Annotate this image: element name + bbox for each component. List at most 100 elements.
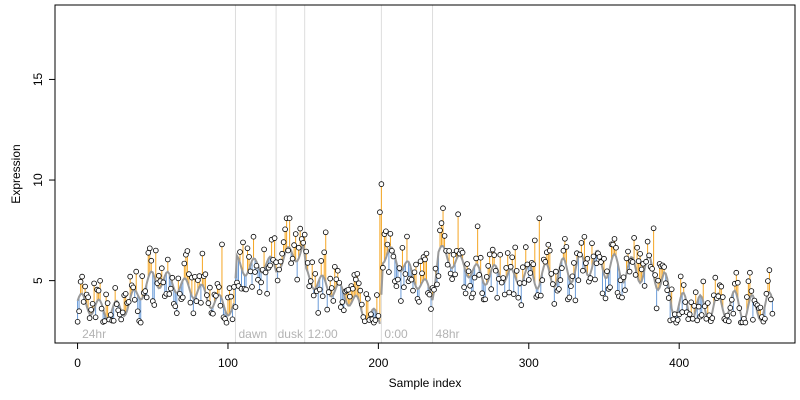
data-point bbox=[551, 301, 558, 307]
data-point bbox=[644, 238, 651, 245]
data-point bbox=[494, 294, 501, 301]
data-point bbox=[330, 298, 337, 304]
data-point bbox=[402, 271, 409, 277]
data-point bbox=[763, 290, 770, 297]
data-point bbox=[97, 277, 103, 284]
data-point bbox=[310, 292, 317, 299]
data-point bbox=[435, 273, 442, 279]
data-point bbox=[322, 229, 329, 236]
data-point bbox=[632, 272, 639, 278]
data-point bbox=[501, 291, 508, 298]
data-point bbox=[434, 281, 440, 288]
data-point bbox=[725, 318, 732, 325]
data-point bbox=[730, 310, 737, 317]
data-point bbox=[578, 240, 585, 246]
data-point bbox=[280, 239, 287, 245]
data-point bbox=[590, 253, 597, 260]
data-point bbox=[398, 298, 404, 304]
data-point bbox=[250, 233, 257, 240]
data-point bbox=[744, 294, 750, 300]
data-point bbox=[98, 305, 105, 312]
x-axis-title: Sample index bbox=[389, 376, 462, 390]
data-point bbox=[346, 293, 353, 300]
data-point bbox=[748, 288, 755, 294]
data-point bbox=[307, 278, 314, 284]
data-point bbox=[677, 273, 684, 280]
data-point bbox=[416, 298, 422, 305]
data-point bbox=[273, 259, 279, 266]
data-point bbox=[483, 274, 490, 280]
phase-annotation: 0:00 bbox=[384, 327, 408, 341]
data-point bbox=[695, 303, 702, 310]
data-point bbox=[288, 260, 294, 267]
fitted-curve-segment bbox=[234, 243, 381, 325]
data-point bbox=[694, 317, 700, 324]
data-point bbox=[500, 275, 507, 281]
data-point bbox=[428, 306, 434, 312]
data-point bbox=[718, 283, 725, 290]
data-point bbox=[358, 301, 365, 308]
data-point bbox=[413, 261, 419, 268]
data-point bbox=[199, 250, 206, 257]
data-point bbox=[395, 276, 401, 283]
data-point bbox=[437, 227, 443, 234]
data-point bbox=[674, 317, 681, 323]
data-point bbox=[340, 307, 347, 314]
data-point bbox=[671, 311, 678, 318]
data-point bbox=[461, 284, 467, 291]
data-point bbox=[118, 316, 124, 323]
data-point bbox=[473, 255, 479, 262]
data-point bbox=[101, 318, 108, 324]
data-point bbox=[229, 316, 236, 323]
phase-annotation: dawn bbox=[238, 327, 267, 341]
data-point bbox=[692, 289, 699, 296]
data-point bbox=[383, 228, 389, 235]
data-point bbox=[522, 244, 529, 250]
data-point bbox=[390, 253, 397, 260]
data-point bbox=[361, 318, 368, 325]
data-point bbox=[327, 275, 334, 282]
data-point bbox=[518, 302, 525, 308]
data-point bbox=[423, 250, 430, 257]
data-point bbox=[408, 276, 415, 283]
data-point bbox=[375, 313, 382, 319]
data-point bbox=[444, 261, 451, 268]
data-point bbox=[380, 264, 386, 271]
data-point bbox=[321, 249, 328, 256]
data-point bbox=[95, 287, 102, 294]
data-point bbox=[295, 244, 302, 251]
data-point bbox=[620, 274, 627, 281]
data-point bbox=[571, 260, 577, 266]
data-point bbox=[503, 265, 510, 271]
data-point bbox=[507, 263, 514, 270]
data-point bbox=[747, 269, 753, 276]
data-point bbox=[315, 310, 322, 316]
data-point bbox=[431, 286, 437, 293]
data-point bbox=[769, 310, 776, 317]
data-point bbox=[282, 226, 288, 233]
data-point bbox=[277, 258, 284, 265]
data-point bbox=[252, 269, 258, 275]
data-point bbox=[625, 248, 631, 255]
data-point bbox=[623, 255, 630, 262]
data-point bbox=[377, 209, 383, 216]
data-point bbox=[204, 292, 210, 298]
data-point bbox=[175, 275, 182, 282]
data-point bbox=[184, 248, 191, 254]
data-point bbox=[363, 291, 370, 297]
data-point bbox=[527, 270, 534, 276]
data-point bbox=[646, 252, 652, 259]
data-point bbox=[300, 240, 307, 246]
x-tick-label: 0 bbox=[74, 356, 81, 370]
data-point bbox=[217, 302, 224, 309]
data-point bbox=[766, 267, 773, 273]
data-point bbox=[378, 181, 385, 187]
y-tick-label: 15 bbox=[31, 72, 45, 86]
data-point bbox=[537, 292, 544, 299]
data-point bbox=[553, 268, 559, 275]
data-point bbox=[584, 255, 591, 262]
data-point bbox=[736, 305, 743, 311]
data-point bbox=[349, 285, 356, 292]
data-point bbox=[319, 293, 326, 300]
data-point bbox=[452, 271, 458, 278]
